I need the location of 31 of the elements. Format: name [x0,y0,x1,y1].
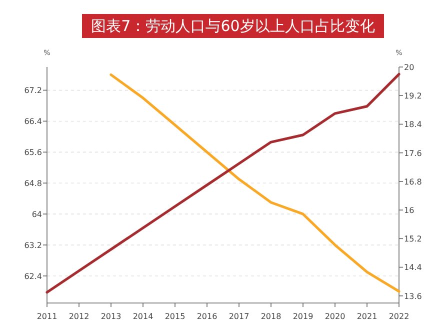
y-tick-label: 62.4 [24,272,42,281]
x-tick-label: 2022 [388,312,410,321]
x-tick-label: 2018 [260,312,282,321]
y2-tick-label: 16.8 [404,177,422,186]
y2-tick-label: 19.2 [404,92,422,101]
y2-tick-label: 16 [404,206,414,216]
x-tick-label: 2015 [164,312,186,321]
chart-title: 图表7：劳动人口与60岁以上人口占比变化 [91,17,375,35]
y2-tick-label: 14.4 [404,263,422,272]
y-tick-label: 64 [32,210,42,220]
x-tick-label: 2013 [100,312,122,321]
x-tick-label: 2011 [36,312,58,321]
y2-tick-label: 13.6 [404,292,422,301]
x-tick-label: 2014 [132,312,154,321]
y2-tick-label: 17.6 [404,148,422,158]
y-tick-label: 66.4 [24,117,42,126]
x-tick-label: 2017 [228,312,250,321]
y2-tick-label: 20 [404,63,414,72]
line-series [110,73,400,293]
x-tick-label: 2021 [356,312,378,321]
line-series [46,72,400,294]
x-tick-label: 2019 [292,312,314,321]
y2-tick-label: 18.4 [404,120,422,130]
x-tick-label: 2020 [324,312,346,321]
y-tick-label: 65.6 [24,148,42,158]
y-tick-label: 64.8 [24,179,42,188]
y-tick-label: 63.2 [24,240,42,250]
x-tick-label: 2016 [196,312,218,321]
y-tick-label: 67.2 [24,86,42,96]
y2-tick-label: 15.2 [404,234,422,244]
x-tick-label: 2012 [68,312,90,321]
